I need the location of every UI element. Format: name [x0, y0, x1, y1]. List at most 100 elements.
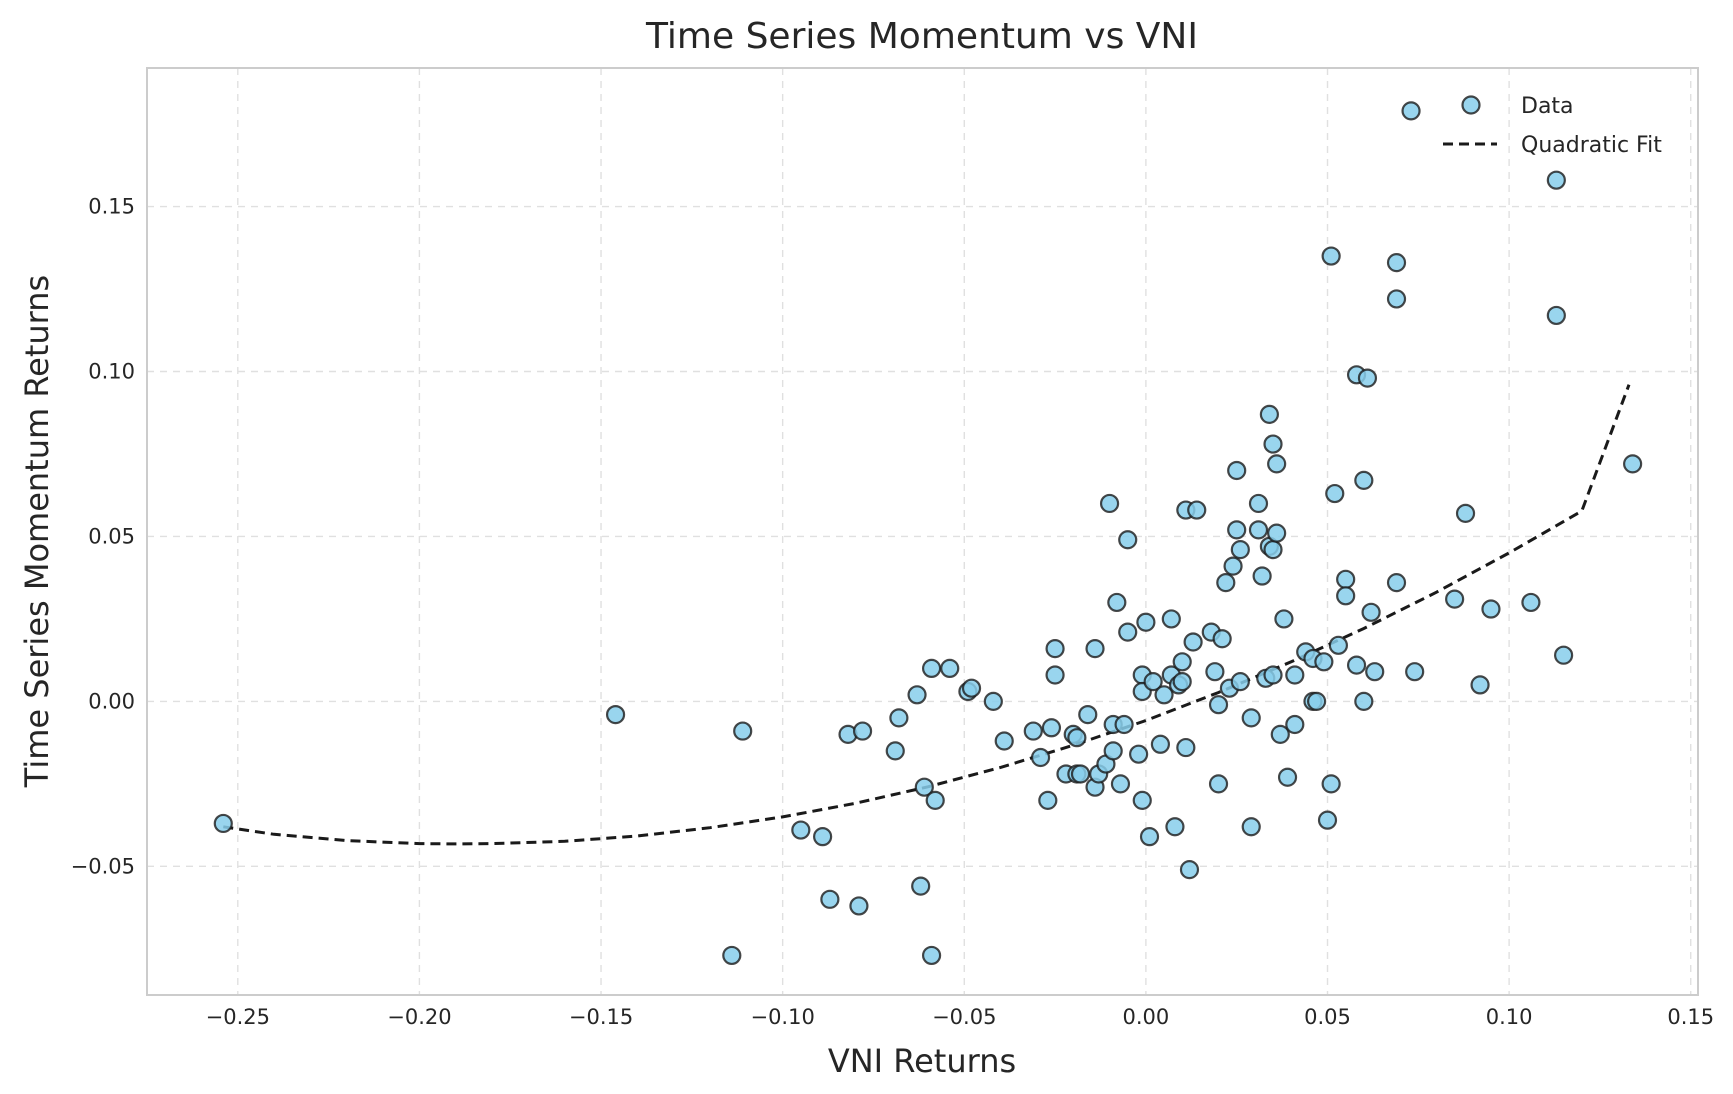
data-point	[1183, 632, 1203, 652]
plot-frame	[146, 67, 1699, 996]
y-tick-label: −0.05	[71, 854, 135, 878]
data-point	[1274, 609, 1294, 629]
y-tick-label: 0.00	[88, 689, 135, 713]
data-point	[1248, 520, 1269, 540]
x-axis-label: VNI Returns	[828, 1042, 1016, 1080]
data-point	[914, 777, 934, 797]
data-point	[1165, 817, 1185, 837]
x-tick-label: −0.15	[569, 1005, 633, 1029]
data-point	[1110, 774, 1131, 794]
data-point	[1361, 602, 1381, 622]
data-point	[1336, 569, 1356, 589]
data-point	[1248, 493, 1269, 514]
x-tick-label: 0.15	[1667, 1005, 1714, 1029]
data-point	[940, 658, 960, 679]
data-point	[1223, 556, 1243, 576]
data-point	[1139, 827, 1160, 847]
x-tick-label: 0.10	[1486, 1005, 1533, 1029]
data-point	[733, 721, 753, 741]
data-point	[1241, 817, 1261, 837]
data-point	[1285, 665, 1305, 685]
data-point	[1143, 672, 1163, 692]
data-point	[1263, 665, 1283, 685]
data-point	[1179, 860, 1200, 880]
data-point	[813, 827, 833, 847]
data-point	[1172, 652, 1192, 672]
data-point	[1241, 708, 1261, 728]
data-point	[1118, 530, 1138, 550]
data-point	[820, 889, 840, 909]
data-point	[885, 741, 905, 761]
data-point	[1212, 629, 1232, 649]
chart-title: Time Series Momentum vs VNI	[645, 16, 1198, 57]
data-point	[1103, 741, 1123, 761]
data-point	[1023, 721, 1043, 741]
data-point	[852, 721, 873, 741]
y-tick-label: 0.15	[88, 195, 135, 219]
data-point	[1230, 540, 1250, 560]
data-point	[1314, 652, 1334, 672]
data-point	[1317, 810, 1338, 830]
data-point	[1259, 404, 1279, 424]
data-point	[911, 876, 931, 896]
data-point	[1277, 767, 1298, 787]
data-point	[1107, 592, 1127, 613]
legend: Data Quadratic Fit	[1443, 94, 1662, 158]
data-point	[1132, 790, 1152, 810]
x-tick-label: 0.00	[1123, 1005, 1170, 1029]
x-tick-label: −0.25	[206, 1005, 270, 1029]
x-tick-labels: −0.25 −0.20 −0.15 −0.10 −0.05 0.00 0.05 0.10 0.1…	[206, 1005, 1714, 1029]
data-point	[921, 658, 942, 679]
y-tick-label: 0.10	[88, 360, 135, 384]
data-point	[1078, 704, 1098, 725]
data-point	[1267, 454, 1287, 474]
data-point	[1267, 523, 1287, 543]
legend-data-marker	[1461, 95, 1481, 115]
data-point	[1401, 101, 1421, 121]
data-point	[961, 678, 982, 698]
data-point	[1325, 483, 1345, 504]
data-point	[1405, 662, 1425, 682]
data-point	[213, 813, 233, 834]
quadratic-fit-line	[223, 384, 1631, 846]
data-point	[1085, 639, 1105, 659]
data-point	[1208, 695, 1229, 715]
data-point	[722, 945, 742, 966]
data-point	[1045, 665, 1065, 685]
data-point	[1554, 645, 1574, 665]
y-tick-labels: −0.05 0.00 0.05 0.10 0.15	[71, 195, 135, 879]
data-point	[1263, 540, 1283, 560]
grid-lines	[147, 68, 1698, 995]
legend-fit-label: Quadratic Fit	[1521, 133, 1662, 158]
data-point	[1070, 764, 1091, 784]
data-point	[1270, 724, 1290, 744]
data-point	[1208, 774, 1229, 794]
data-point	[1205, 662, 1225, 682]
x-tick-label: −0.05	[932, 1005, 996, 1029]
data-point	[1252, 566, 1272, 586]
data-point	[994, 731, 1014, 751]
data-point	[889, 708, 909, 728]
data-point	[1455, 503, 1476, 523]
data-point	[1114, 714, 1134, 735]
data-point	[1045, 639, 1065, 659]
data-point	[1481, 599, 1501, 619]
data-point	[1357, 368, 1378, 388]
data-point	[1521, 592, 1541, 613]
data-point	[1154, 685, 1174, 705]
data-point	[1321, 774, 1341, 794]
data-point	[1161, 609, 1181, 629]
data-point	[1365, 662, 1385, 682]
data-point	[1230, 672, 1250, 692]
data-point	[1445, 589, 1465, 609]
legend-data-label: Data	[1521, 94, 1574, 119]
data-point	[925, 790, 945, 810]
data-points	[213, 101, 1643, 966]
y-axis-label: Time Series Momentum Returns	[18, 275, 56, 788]
data-point	[1307, 691, 1327, 711]
data-point	[791, 820, 811, 840]
data-point	[1150, 734, 1171, 754]
